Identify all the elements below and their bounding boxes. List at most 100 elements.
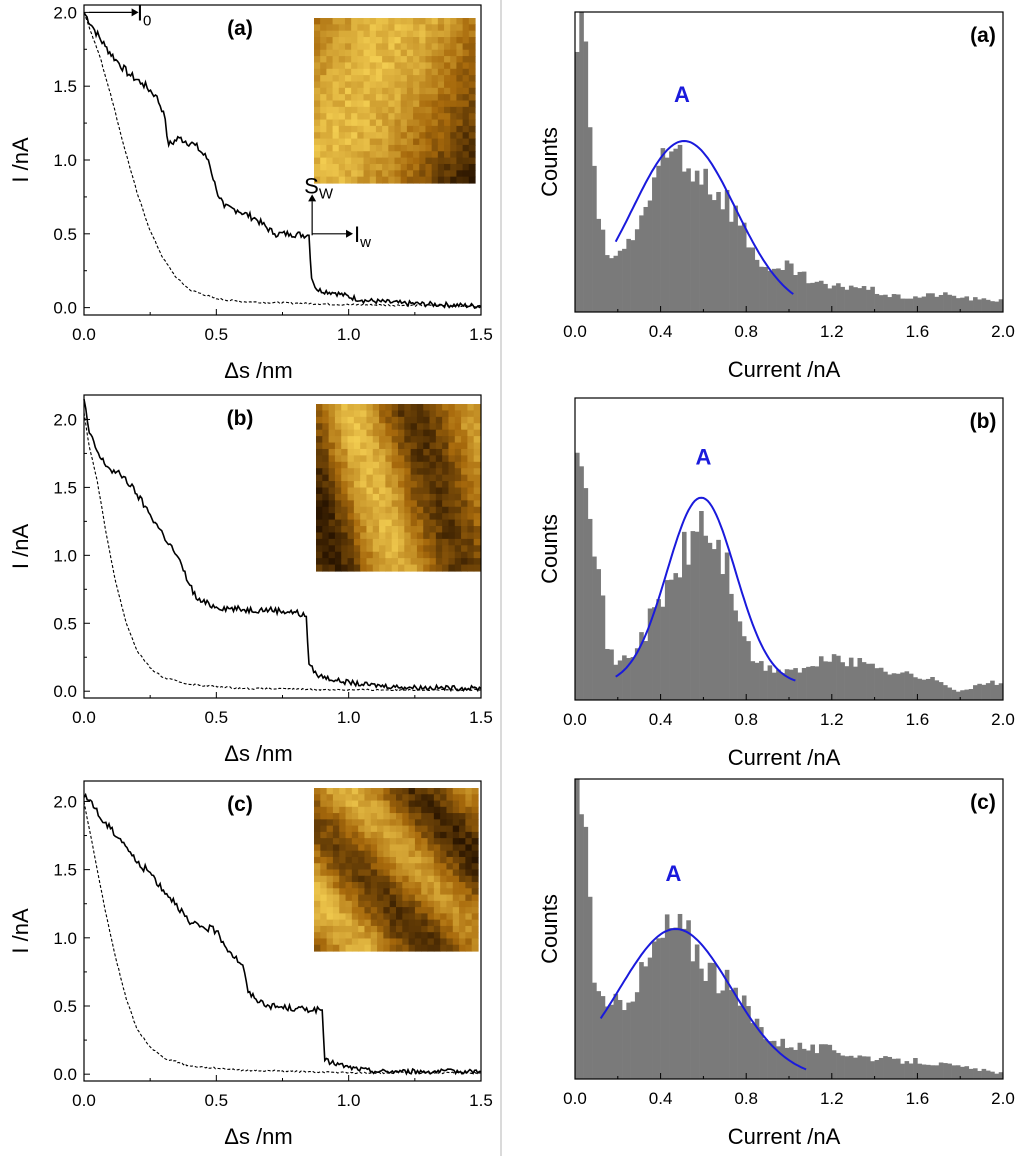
x-tick-label: 0.0 — [72, 708, 96, 727]
stm-pixel — [377, 894, 384, 902]
stm-pixel — [320, 87, 327, 95]
stm-pixel — [332, 888, 340, 896]
stm-pixel — [410, 455, 418, 463]
histogram-bar — [848, 285, 854, 312]
stm-pixel — [425, 119, 433, 127]
stm-pixel — [433, 850, 441, 858]
stm-pixel — [363, 75, 371, 83]
stm-pixel — [334, 500, 342, 508]
stm-pixel — [461, 410, 468, 418]
histogram-bar — [887, 674, 893, 700]
stm-pixel — [322, 468, 330, 476]
stm-pixel — [416, 455, 424, 463]
stm-pixel — [421, 806, 429, 814]
stm-pixel — [421, 794, 429, 802]
stm-pixel — [385, 513, 393, 521]
stm-pixel — [456, 138, 464, 146]
stm-pixel — [467, 442, 475, 450]
stm-pixel — [388, 106, 396, 114]
stm-pixel — [429, 436, 437, 444]
stm-pixel — [360, 545, 368, 553]
stm-pixel — [357, 170, 365, 178]
stm-pixel — [316, 410, 323, 418]
sw-label: SW — [304, 173, 334, 202]
stm-pixel — [468, 144, 476, 152]
stm-pixel — [404, 481, 412, 489]
stm-pixel — [316, 551, 323, 559]
stm-pixel — [456, 43, 464, 51]
histogram-bar — [746, 1006, 751, 1079]
stm-pixel — [391, 416, 399, 424]
stm-pixel — [398, 461, 405, 469]
stm-pixel — [423, 545, 431, 553]
stm-pixel — [383, 925, 391, 933]
stm-pixel — [394, 144, 402, 152]
stm-pixel — [347, 468, 355, 476]
stm-pixel — [402, 806, 410, 814]
stm-pixel — [357, 18, 365, 25]
stm-pixel — [431, 87, 439, 95]
stm-pixel — [435, 500, 443, 508]
stm-pixel — [375, 151, 383, 159]
stm-pixel — [366, 538, 374, 546]
histogram-bar — [669, 928, 674, 1079]
stm-pixel — [369, 125, 377, 133]
stm-pixel — [344, 81, 352, 89]
stm-pixel — [450, 43, 458, 51]
stm-pixel — [332, 794, 340, 802]
stm-pixel — [396, 863, 403, 871]
stm-pixel — [402, 831, 410, 839]
stm-pixel — [459, 813, 466, 820]
stm-pixel — [459, 894, 466, 902]
panel-label: (c) — [970, 791, 996, 814]
stm-pixel — [332, 894, 340, 902]
stm-pixel — [328, 468, 336, 476]
stm-pixel — [421, 850, 429, 858]
stm-pixel — [375, 68, 383, 76]
stm-pixel — [437, 100, 445, 108]
stm-pixel — [372, 410, 380, 418]
stm-pixel — [347, 513, 355, 521]
stm-pixel — [358, 900, 366, 908]
stm-pixel — [328, 564, 336, 572]
stm-pixel — [414, 944, 422, 952]
stm-pixel — [385, 410, 393, 418]
stm-pixel — [440, 913, 448, 921]
stm-pixel — [379, 429, 386, 437]
stm-pixel — [446, 907, 454, 914]
stm-pixel — [446, 875, 454, 883]
stm-pixel — [456, 49, 464, 57]
stm-pixel — [448, 410, 456, 418]
stm-pixel — [326, 844, 334, 852]
histogram-bar — [759, 1027, 764, 1079]
stm-pixel — [382, 94, 389, 102]
stm-pixel — [353, 532, 361, 540]
stm-pixel — [467, 493, 475, 501]
histogram-bar — [814, 1053, 820, 1079]
stm-pixel — [334, 551, 342, 559]
stm-pixel — [347, 500, 355, 508]
stm-pixel — [414, 819, 422, 827]
stm-pixel — [332, 831, 340, 839]
stm-pixel — [332, 138, 340, 146]
stm-pixel — [437, 157, 445, 165]
stm-pixel — [402, 907, 410, 914]
histogram-bar — [634, 992, 640, 1079]
stm-pixel — [435, 526, 443, 534]
stm-pixel — [410, 545, 418, 553]
stm-pixel — [425, 176, 433, 184]
stm-pixel — [404, 429, 412, 437]
stm-pixel — [351, 176, 358, 184]
histogram-bar — [857, 288, 863, 312]
stm-pixel — [345, 838, 353, 846]
stm-pixel — [404, 519, 412, 527]
stm-pixel — [314, 800, 321, 808]
stm-pixel — [383, 819, 391, 827]
histogram-bar — [990, 680, 995, 700]
histogram-bar — [716, 539, 721, 700]
stm-pixel — [454, 416, 462, 424]
stm-pixel — [473, 526, 481, 534]
stm-pixel — [358, 925, 366, 933]
stm-pixel — [338, 138, 346, 146]
